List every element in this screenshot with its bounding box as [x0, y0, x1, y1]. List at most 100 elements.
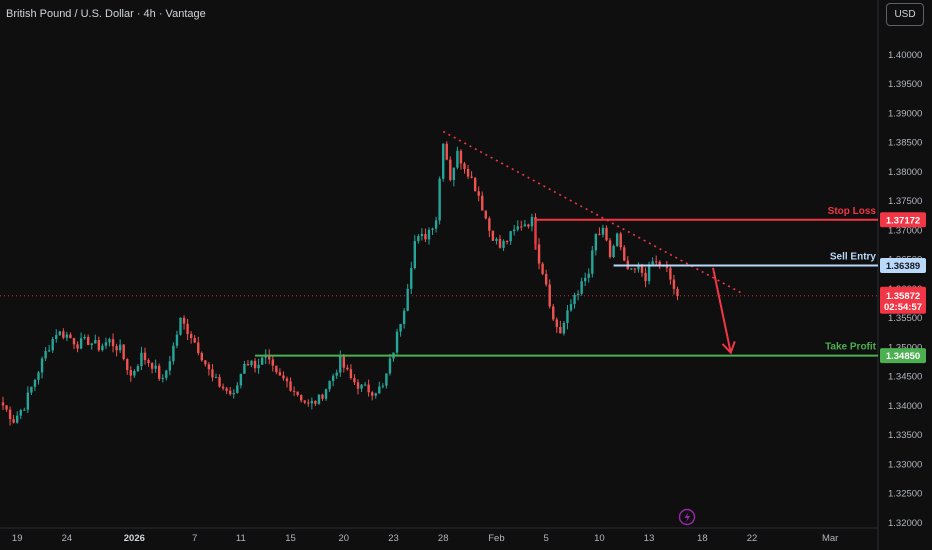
- candle-body: [605, 227, 608, 241]
- candle-body: [317, 394, 321, 404]
- take-profit-badge: [880, 348, 926, 364]
- candle-body: [275, 365, 278, 373]
- candle-body: [651, 261, 654, 265]
- candle-body: [658, 261, 661, 267]
- candle-body: [672, 279, 676, 289]
- candle-body: [335, 372, 338, 376]
- candle-body: [459, 150, 463, 164]
- candle-body: [140, 352, 143, 367]
- candle-body: [150, 363, 154, 369]
- candle-body: [406, 288, 409, 311]
- candle-body: [537, 244, 541, 264]
- x-tick-label: 15: [285, 533, 296, 544]
- candle-body: [523, 224, 527, 227]
- candle-body: [371, 392, 374, 396]
- candle-body: [402, 310, 406, 324]
- candle-body: [300, 395, 303, 401]
- candle-body: [133, 371, 136, 376]
- x-tick-label: 5: [544, 533, 549, 544]
- candle-body: [395, 331, 399, 353]
- y-tick-label: 1.37000: [888, 225, 922, 236]
- candle-body: [452, 167, 456, 181]
- candle-body: [669, 267, 672, 280]
- candle-body: [33, 379, 37, 387]
- candle-body: [108, 339, 111, 343]
- candle-body: [154, 365, 157, 369]
- candle-body: [189, 334, 193, 339]
- y-tick-label: 1.33500: [888, 430, 922, 441]
- candle-body: [331, 375, 335, 382]
- x-tick-label: 18: [697, 533, 708, 544]
- candle-body: [193, 338, 196, 343]
- candle-body: [37, 372, 40, 380]
- candle-body: [655, 261, 658, 263]
- candle-body: [65, 334, 69, 338]
- candle-body: [211, 369, 214, 378]
- candle-body: [630, 268, 633, 270]
- candle-body: [122, 344, 125, 360]
- current-price-text: 1.35872: [886, 291, 920, 302]
- candle-body: [221, 386, 225, 389]
- stop-loss-label: Stop Loss: [828, 206, 877, 217]
- candle-body: [363, 384, 367, 386]
- x-tick-label: 13: [644, 533, 655, 544]
- candle-body: [310, 400, 314, 404]
- candle-body: [47, 350, 51, 352]
- candle-body: [346, 367, 349, 370]
- candle-body: [438, 178, 441, 221]
- candle-body: [623, 247, 626, 261]
- candle-body: [225, 388, 228, 391]
- candle-body: [285, 378, 289, 382]
- candle-body: [87, 336, 90, 345]
- candle-body: [97, 340, 101, 351]
- candle-body: [83, 336, 86, 339]
- candle-body: [509, 231, 512, 242]
- candle-body: [8, 409, 12, 420]
- candle-body: [19, 410, 22, 416]
- candle-body: [374, 393, 377, 396]
- candle-body: [612, 245, 615, 258]
- candle-body: [381, 385, 385, 387]
- currency-button[interactable]: USD: [886, 3, 924, 26]
- candle-body: [158, 365, 161, 379]
- candle-body: [640, 264, 644, 273]
- candle-body: [576, 293, 580, 295]
- x-tick-label: 2026: [124, 533, 145, 544]
- candle-body: [445, 143, 448, 160]
- candle-body: [598, 233, 601, 235]
- candle-body: [356, 382, 360, 389]
- candle-body: [161, 377, 164, 379]
- candle-body: [417, 236, 420, 242]
- lightning-icon[interactable]: [678, 508, 696, 526]
- current-price-badge: [880, 286, 926, 314]
- candle-body: [562, 322, 566, 334]
- candle-body: [143, 352, 147, 361]
- candle-body: [498, 238, 502, 248]
- candle-body: [591, 250, 594, 274]
- projection-arrow-head: [721, 341, 736, 355]
- projection-arrow-shaft[interactable]: [712, 267, 732, 353]
- candle-body: [566, 310, 569, 323]
- candle-body: [608, 240, 612, 258]
- candle-body: [30, 386, 33, 393]
- x-tick-label: Mar: [822, 533, 838, 544]
- candle-body: [637, 264, 640, 270]
- symbol-title: British Pound / U.S. Dollar · 4h · Vanta…: [6, 8, 206, 20]
- candle-body: [5, 405, 8, 410]
- candle-body: [16, 415, 19, 423]
- candle-body: [90, 343, 93, 345]
- y-tick-label: 1.38000: [888, 167, 922, 178]
- candle-body: [431, 228, 434, 230]
- x-tick-label: 7: [192, 533, 197, 544]
- stop-loss-badge-text: 1.37172: [886, 215, 920, 226]
- candle-body: [580, 281, 583, 294]
- candle-body: [296, 391, 299, 396]
- x-tick-label: 11: [236, 533, 246, 544]
- candle-body: [62, 331, 65, 338]
- candle-body: [282, 375, 285, 379]
- x-tick-label: 22: [747, 533, 758, 544]
- candle-body: [44, 351, 47, 359]
- candle-body: [147, 360, 150, 364]
- sell-entry-badge-text: 1.36389: [886, 261, 920, 272]
